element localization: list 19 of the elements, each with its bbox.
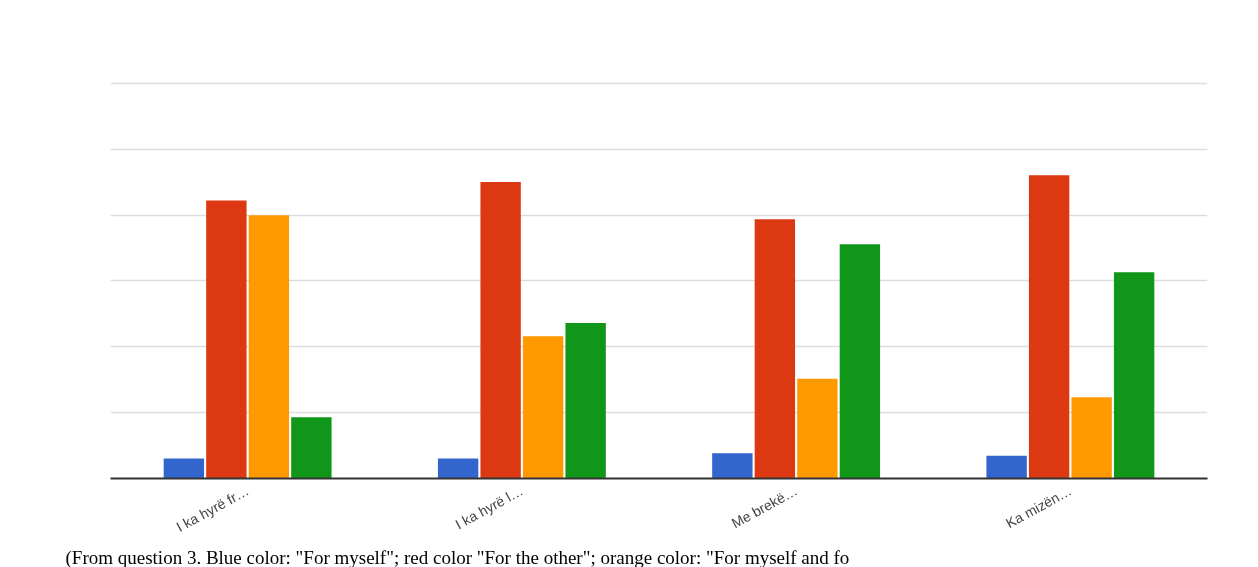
- bar: [986, 455, 1027, 479]
- bar: [1071, 397, 1112, 479]
- bar: [797, 378, 838, 479]
- bar: [480, 181, 521, 479]
- bar: [565, 322, 606, 479]
- bar: [712, 453, 753, 479]
- bar: [206, 200, 247, 479]
- bar: [1113, 272, 1155, 479]
- bar: [522, 336, 564, 479]
- x-tick-label: I ka hyrë fr…: [173, 482, 252, 535]
- text: (From question 3. Blue color: "For myself"; red color "For the other"; orange color: "For myself and fo: [65, 546, 850, 567]
- bar: [754, 219, 796, 479]
- bar: [248, 215, 290, 479]
- bar: [437, 458, 479, 479]
- bar: [1028, 175, 1070, 479]
- bar: [291, 417, 332, 479]
- x-tick-label: I ka hyrë l…: [452, 482, 526, 533]
- bar: [163, 458, 205, 479]
- bar: [839, 244, 881, 479]
